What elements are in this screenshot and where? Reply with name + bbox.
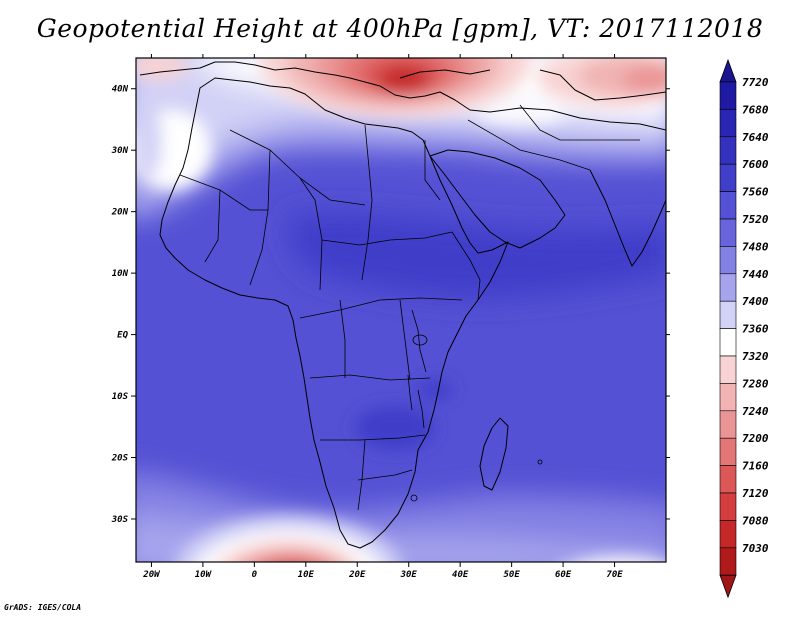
lat-tick-label: 40N — [112, 85, 129, 95]
colorbar-label: 7400 — [742, 295, 769, 308]
colorbar-label: 7360 — [742, 323, 769, 336]
colorbar-segment — [719, 81, 737, 110]
madagascar-coastline — [479, 417, 509, 491]
map-ticks: 20W 10W 0 10E 20E 30E 40E 50E 60E 70E 40N 30N 20N 10N… — [111, 54, 670, 580]
coastlines — [139, 61, 666, 549]
colorbar-label: 7480 — [742, 240, 769, 253]
colorbar-label: 7240 — [742, 405, 769, 418]
lon-tick-label: 70E — [606, 570, 623, 580]
colorbar-segment — [719, 547, 737, 576]
colorbar-segment — [719, 465, 737, 494]
lat-tick-label: 30S — [111, 515, 129, 525]
colorbar-label: 7520 — [742, 213, 769, 226]
colorbar-label: 7440 — [742, 268, 769, 281]
colorbar-segment — [719, 383, 737, 412]
colorbar-label: 7560 — [742, 186, 769, 199]
lon-tick-label: 20W — [142, 570, 161, 580]
colorbar-segment — [719, 246, 737, 275]
colorbar-label: 7640 — [742, 131, 769, 144]
colorbar-segment — [719, 136, 737, 165]
colorbar-label: 7080 — [742, 514, 769, 527]
map-title: Geopotential Height at 400hPa [gpm], VT:… — [36, 14, 764, 43]
lat-tick-label: 20N — [111, 208, 129, 218]
colorbar-label: 7120 — [742, 487, 769, 500]
colorbar-label: 7200 — [742, 432, 769, 445]
height-field — [136, 58, 666, 562]
africa-coastline — [159, 77, 509, 549]
colorbar-segment — [719, 437, 737, 466]
grads-credit: GrADS: IGES/COLA — [4, 603, 82, 612]
colorbar-segment — [719, 191, 737, 220]
lon-tick-label: 0 — [252, 570, 258, 580]
country-borders — [179, 104, 640, 511]
lon-tick-label: 50E — [503, 570, 520, 580]
lakes — [407, 334, 543, 502]
lat-tick-label: EQ — [117, 331, 128, 341]
colorbar-segment — [719, 300, 737, 329]
india-coastline — [589, 169, 666, 267]
colorbar-segment — [719, 492, 737, 521]
colorbar-label: 7320 — [742, 350, 769, 363]
colorbar-label: 7030 — [742, 542, 769, 555]
colorbar-segment — [719, 273, 737, 302]
colorbar-segment — [719, 520, 737, 549]
lon-tick-label: 60E — [555, 570, 572, 580]
lon-tick-label: 20E — [348, 570, 366, 580]
arabia-coastline — [429, 149, 566, 249]
colorbar-segment — [719, 109, 737, 138]
lon-tick-label: 10E — [298, 570, 315, 580]
lon-tick-label: 30E — [400, 570, 418, 580]
map-frame — [135, 57, 667, 563]
colorbar-label: 7720 — [742, 76, 769, 89]
colorbar-segment — [719, 410, 737, 439]
colorbar-segment — [719, 355, 737, 384]
europe-coastline — [139, 61, 666, 131]
colorbar-label: 7600 — [742, 158, 769, 171]
colorbar-segment — [719, 163, 737, 192]
lat-tick-label: 10S — [112, 392, 129, 402]
colorbar-bottom-arrow — [719, 574, 737, 599]
colorbar-segment — [719, 218, 737, 247]
colorbar-label: 7160 — [742, 460, 769, 473]
colorbar: 7720 7680 7640 7600 7560 7520 7480 7440 7400 7360… — [719, 58, 769, 599]
lat-tick-label: 20S — [111, 454, 129, 464]
colorbar-segment — [719, 328, 737, 357]
lat-tick-label: 10N — [112, 269, 129, 279]
colorbar-top-arrow — [719, 58, 737, 83]
colorbar-label: 7280 — [742, 377, 769, 390]
lon-tick-label: 40E — [452, 570, 469, 580]
lon-tick-label: 10W — [195, 570, 213, 580]
lat-tick-label: 30N — [111, 146, 129, 156]
colorbar-label: 7680 — [742, 103, 769, 116]
